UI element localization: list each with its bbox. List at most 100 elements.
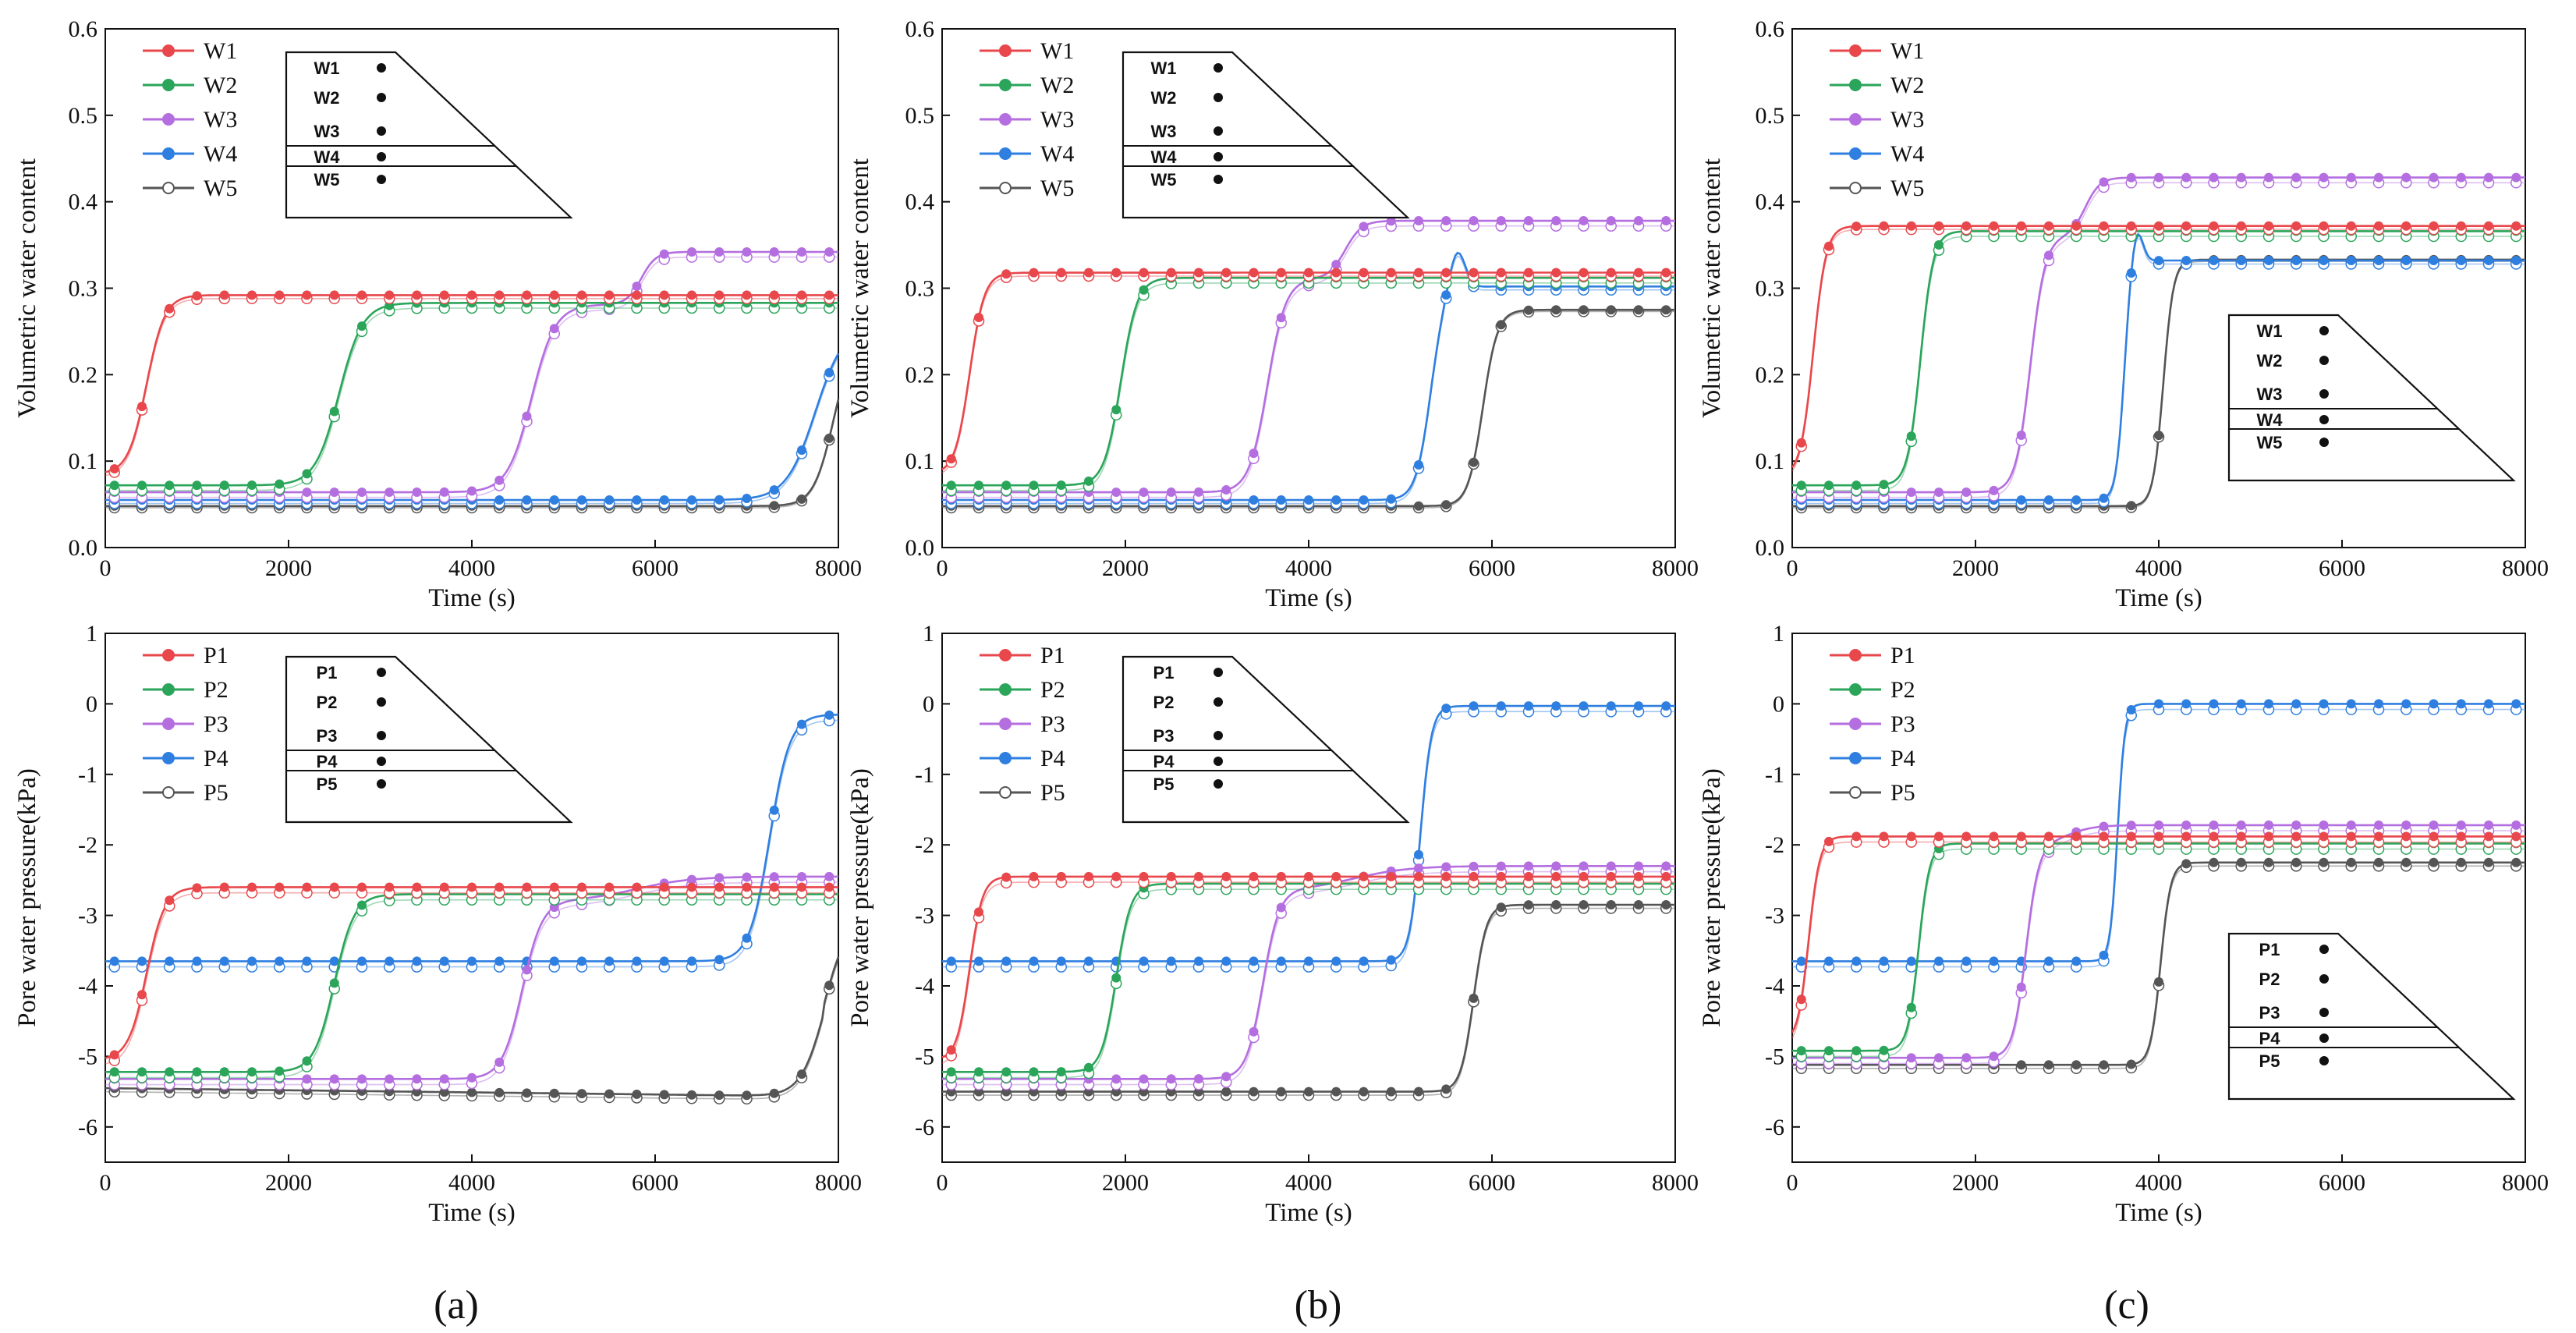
marker-P4 — [946, 956, 956, 966]
series-W1 — [1792, 221, 2525, 472]
marker-W3 — [1469, 216, 1479, 226]
marker-P3 — [1906, 1053, 1916, 1063]
marker-P1 — [192, 883, 202, 893]
marker-P4 — [2374, 699, 2383, 709]
marker-P4 — [2264, 699, 2273, 709]
marker-W3 — [2291, 172, 2301, 183]
marker-W1 — [1414, 268, 1423, 278]
marker-P4 — [1879, 956, 1889, 966]
marker-P1 — [2319, 831, 2329, 842]
marker-P4 — [219, 956, 229, 966]
slope-outline — [2227, 932, 2516, 1101]
marker-P3 — [2181, 820, 2192, 830]
legend-marker-W1 — [162, 44, 175, 57]
marker-W1 — [1961, 221, 1972, 231]
marker-W1 — [2264, 221, 2273, 231]
marker-P1 — [1111, 871, 1121, 881]
marker-P5 — [632, 1089, 642, 1099]
marker-W3 — [742, 246, 752, 257]
marker-P3 — [1496, 861, 1506, 871]
marker-W1 — [1276, 268, 1286, 278]
marker-W3 — [1386, 216, 1396, 226]
legend: W1 W2 W3 W4 W5 — [980, 38, 1074, 201]
series-line-W5 — [942, 308, 1675, 508]
marker-P3 — [714, 873, 725, 883]
marker-P1 — [137, 990, 147, 1000]
sensor-dot-W3 — [2319, 389, 2329, 399]
legend-marker-P2 — [1849, 683, 1862, 696]
inset-label-P3: P3 — [1153, 726, 1175, 746]
sensor-dot-P4 — [2319, 1033, 2329, 1043]
marker-W2 — [302, 469, 312, 479]
legend: W1 W2 W3 W4 W5 — [1830, 38, 1924, 201]
marker-P2 — [1056, 1067, 1066, 1077]
series-W1 — [942, 268, 1675, 473]
y-tick-label: -6 — [78, 1115, 97, 1140]
marker-W1 — [659, 290, 669, 300]
legend-marker-W2 — [999, 79, 1012, 91]
y-tick-label: 0.3 — [1756, 276, 1785, 302]
x-tick-label: 4000 — [448, 1170, 495, 1196]
marker-P5 — [1304, 1087, 1313, 1097]
marker-W4 — [2044, 495, 2053, 505]
marker-P1 — [467, 882, 477, 892]
x-tick-label: 0 — [937, 555, 948, 581]
y-axis-label: Volumetric water content — [1698, 158, 1726, 418]
marker-W5 — [1441, 500, 1451, 510]
marker-P4 — [1249, 956, 1259, 966]
marker-P2 — [219, 1067, 229, 1077]
marker-W1 — [522, 290, 532, 300]
panel-label-a: (a) — [434, 1283, 479, 1328]
y-tick-label: -3 — [78, 903, 97, 929]
marker-P3 — [2319, 820, 2329, 830]
marker-P1 — [1879, 831, 1889, 842]
marker-P1 — [2044, 831, 2053, 842]
legend: P1 P2 P3 P4 P5 — [143, 643, 229, 806]
legend-marker-W3 — [1849, 113, 1862, 126]
marker-P4 — [1029, 956, 1039, 966]
marker-P4 — [1414, 849, 1423, 860]
marker-P3 — [1634, 861, 1643, 871]
legend-label-W2: W2 — [204, 73, 237, 98]
sensor-dot-W4 — [1214, 152, 1223, 161]
legend-marker-P3 — [999, 718, 1012, 730]
marker-W3 — [2319, 172, 2329, 183]
marker-P3 — [2154, 820, 2163, 830]
marker-P4 — [1496, 701, 1506, 711]
inset-label-W2: W2 — [314, 88, 340, 108]
legend-label-W2: W2 — [1890, 73, 1924, 98]
series-line-hollow-P1 — [942, 881, 1675, 1064]
y-tick-label: 0.5 — [905, 103, 935, 129]
marker-W2 — [974, 480, 983, 491]
y-tick-label: 1 — [1773, 621, 1784, 647]
marker-P4 — [329, 956, 339, 966]
marker-P3 — [797, 871, 806, 881]
legend-label-W4: W4 — [1890, 141, 1924, 167]
marker-W3 — [2374, 172, 2383, 183]
marker-W1 — [2429, 221, 2439, 231]
marker-P1 — [1796, 994, 1806, 1005]
x-axis-label: Time (s) — [428, 584, 516, 612]
marker-W1 — [1056, 268, 1066, 278]
marker-W1 — [1851, 222, 1862, 232]
marker-P2 — [1851, 1046, 1862, 1056]
legend-marker-W2 — [1849, 79, 1862, 91]
x-tick-label: 0 — [1787, 1170, 1798, 1196]
marker-P3 — [2401, 820, 2411, 830]
inset-label-P4: P4 — [2259, 1029, 2281, 1048]
series-line-hollow-W2 — [105, 307, 838, 491]
sensor-dot-W5 — [2319, 438, 2329, 447]
marker-P3 — [2291, 820, 2301, 830]
marker-W3 — [1166, 487, 1176, 498]
legend-label-P3: P3 — [1040, 711, 1065, 737]
marker-P1 — [1906, 831, 1916, 842]
marker-P3 — [467, 1072, 477, 1083]
marker-W4 — [1331, 495, 1341, 505]
marker-P3 — [2456, 820, 2466, 830]
sensor-dot-P4 — [377, 757, 386, 766]
marker-P1 — [2456, 831, 2466, 842]
legend-marker-P3 — [1849, 718, 1862, 730]
y-tick-label: 0.3 — [905, 276, 935, 302]
series-line-P1 — [105, 886, 838, 1059]
legend-marker-W5 — [162, 182, 175, 194]
